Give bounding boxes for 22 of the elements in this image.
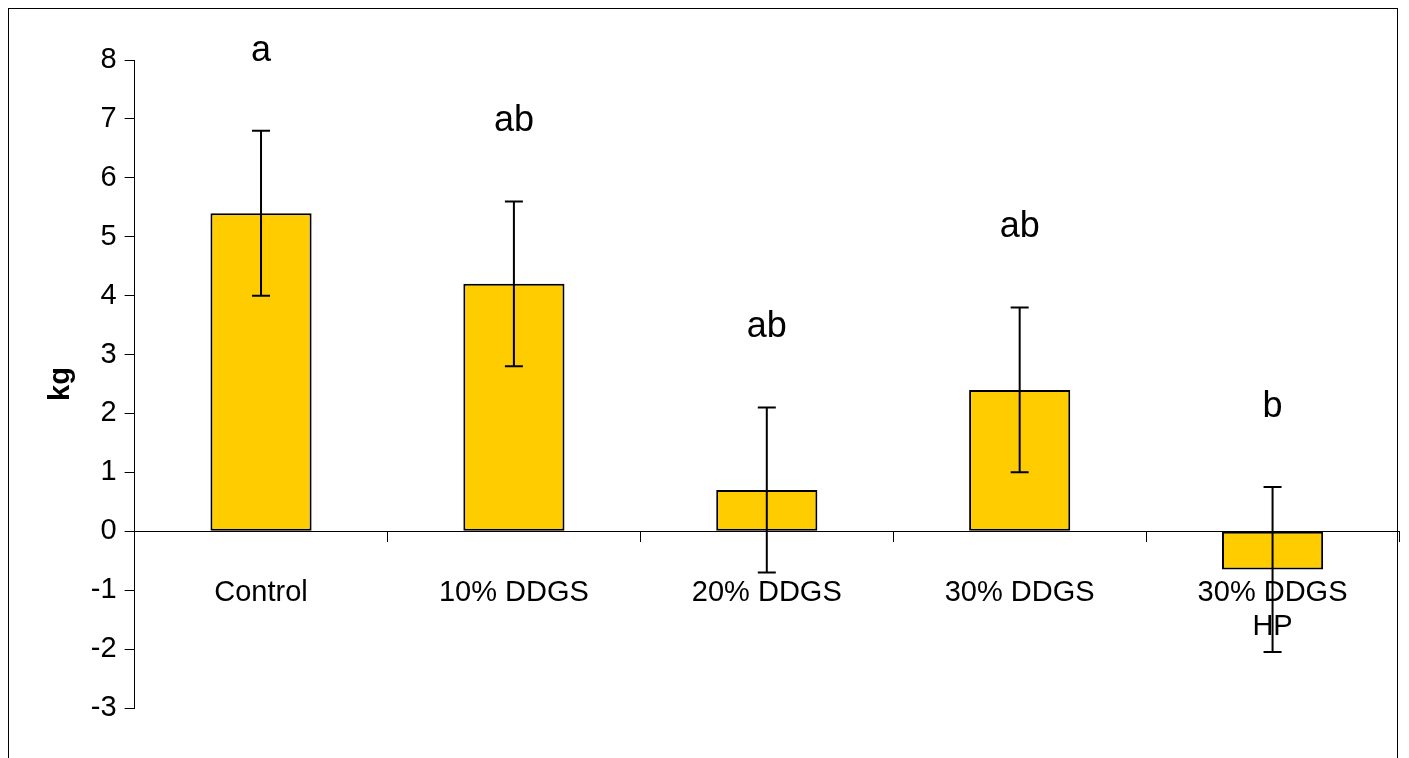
y-tick-label: -3: [90, 690, 117, 722]
annotation: ab: [493, 98, 534, 140]
y-tick-label: 3: [100, 336, 117, 369]
annotation: a: [251, 27, 273, 69]
x-tick-label: 10% DDGS: [438, 574, 589, 607]
y-tick-label: 4: [100, 277, 117, 310]
y-tick-label: 1: [100, 454, 117, 487]
y-tick-label: -1: [90, 572, 117, 605]
y-axis-title: kg: [43, 367, 76, 401]
x-tick-label: 20% DDGS: [691, 574, 842, 607]
x-tick-label: 30% DDGS: [944, 574, 1095, 607]
y-tick-label: 5: [100, 218, 117, 251]
y-tick-label: 8: [100, 42, 117, 74]
y-tick-label: -2: [90, 631, 117, 664]
annotation: ab: [999, 204, 1040, 246]
x-tick-label: Control: [214, 574, 308, 607]
y-tick-label: 0: [100, 513, 117, 546]
y-tick-label: 2: [100, 395, 117, 428]
y-tick-label: 6: [100, 159, 117, 192]
annotation: ab: [746, 304, 787, 346]
y-tick-label: 7: [100, 100, 117, 133]
annotation: b: [1262, 384, 1283, 426]
